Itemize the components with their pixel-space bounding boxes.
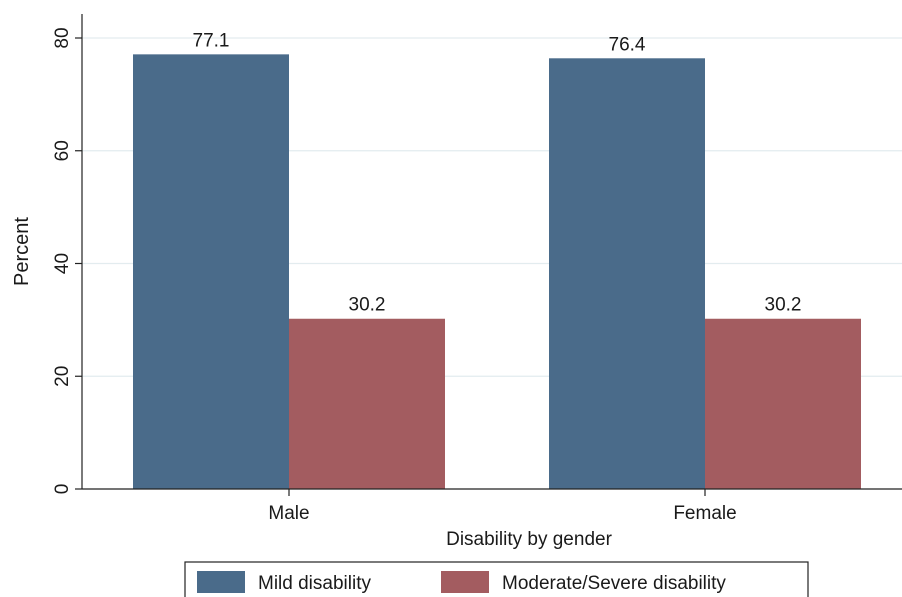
data-label-moderate-severe-female: 30.2 (765, 295, 802, 316)
y-tick-label-40: 40 (52, 253, 73, 274)
x-tick-label-male: Male (268, 503, 309, 524)
y-axis-title: Percent (11, 217, 33, 286)
legend-swatch-mild (197, 571, 245, 593)
bar-mild-female (549, 58, 705, 490)
y-ticks: 0 20 40 60 80 (52, 27, 82, 494)
bar-moderate-severe-female (705, 318, 861, 489)
y-tick-label-60: 60 (52, 140, 73, 161)
legend-label-moderate-severe: Moderate/Severe disability (502, 573, 726, 594)
x-axis-title: Disability by gender (446, 529, 612, 550)
x-ticks: Male Female (268, 489, 737, 524)
legend: Mild disability Moderate/Severe disabilit… (184, 561, 809, 597)
bar-mild-male (133, 54, 289, 489)
bar-moderate-severe-male (289, 318, 445, 489)
y-tick-label-80: 80 (52, 27, 73, 48)
legend-swatch-moderate-severe (441, 571, 489, 593)
x-tick-label-female: Female (673, 503, 736, 524)
data-label-moderate-severe-male: 30.2 (349, 295, 386, 316)
data-label-mild-male: 77.1 (193, 30, 230, 51)
data-label-mild-female: 76.4 (609, 34, 646, 55)
y-tick-label-20: 20 (52, 366, 73, 387)
legend-label-mild: Mild disability (258, 573, 371, 594)
legend-box (184, 561, 809, 597)
y-tick-label-0: 0 (52, 484, 73, 495)
data-labels: 77.1 76.4 30.2 30.2 (193, 30, 802, 315)
bars (133, 54, 861, 490)
